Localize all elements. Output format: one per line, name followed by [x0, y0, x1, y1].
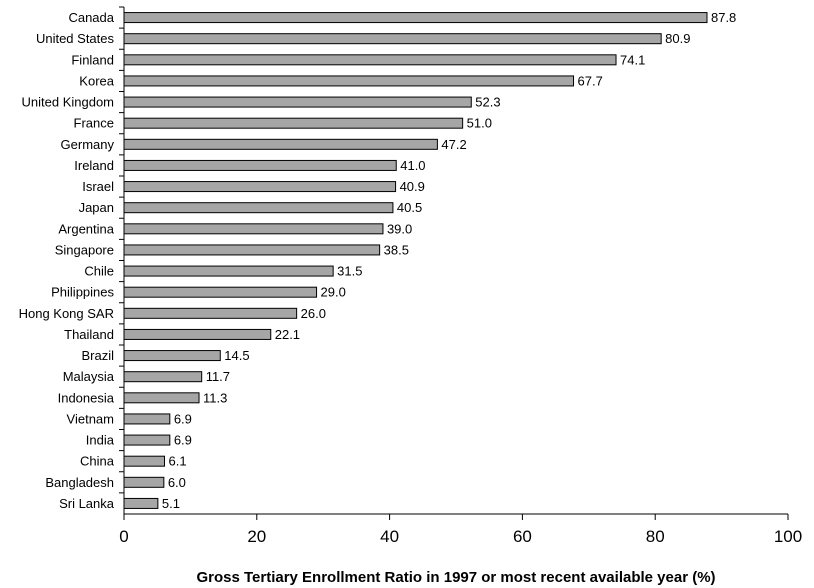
value-label-20: 6.9 — [174, 433, 192, 448]
value-label-9: 40.5 — [397, 200, 422, 215]
category-labels-group: Canada United States Finland Korea United Ki… — [19, 10, 115, 511]
category-label-0: Canada — [68, 10, 114, 25]
value-label-3: 67.7 — [578, 73, 603, 88]
value-label-12: 31.5 — [337, 264, 362, 279]
bar-10 — [123, 223, 384, 235]
bar-14 — [123, 307, 298, 319]
x-axis-title: Gross Tertiary Enrollment Ratio in 1997 … — [196, 569, 715, 586]
x-tick-label-5: 100 — [774, 527, 802, 546]
bar-3 — [123, 75, 575, 87]
value-label-5: 51.0 — [467, 116, 492, 131]
value-label-16: 14.5 — [224, 348, 249, 363]
value-label-13: 29.0 — [321, 285, 346, 300]
x-tick-label-3: 60 — [513, 527, 532, 546]
x-tick-label-4: 80 — [646, 527, 665, 546]
category-label-13: Philippines — [51, 285, 114, 300]
value-label-22: 6.0 — [168, 475, 186, 490]
bar-12 — [123, 265, 334, 277]
category-label-8: Israel — [82, 179, 114, 194]
category-label-7: Ireland — [74, 158, 114, 173]
category-label-2: Finland — [71, 52, 114, 67]
value-label-19: 6.9 — [174, 411, 192, 426]
bar-9 — [123, 202, 394, 214]
bar-19 — [123, 413, 171, 425]
category-label-14: Hong Kong SAR — [19, 306, 114, 321]
bar-16 — [123, 350, 221, 362]
bars-group — [123, 12, 708, 509]
category-label-12: Chile — [84, 264, 114, 279]
category-label-4: United Kingdom — [22, 95, 115, 110]
bar-4 — [123, 96, 472, 108]
bar-22 — [123, 476, 165, 488]
bar-6 — [123, 138, 438, 150]
bar-7 — [123, 159, 397, 171]
bar-13 — [123, 286, 318, 298]
value-label-14: 26.0 — [301, 306, 326, 321]
value-label-0: 87.8 — [711, 10, 736, 25]
value-label-1: 80.9 — [665, 31, 690, 46]
value-label-23: 5.1 — [162, 496, 180, 511]
category-label-3: Korea — [79, 73, 114, 88]
value-label-21: 6.1 — [169, 454, 187, 469]
bar-20 — [123, 434, 171, 446]
bar-21 — [123, 455, 166, 467]
bar-8 — [123, 181, 397, 193]
bar-23 — [123, 497, 159, 509]
bar-17 — [123, 371, 203, 383]
category-label-20: India — [86, 433, 115, 448]
x-tick-label-1: 20 — [247, 527, 266, 546]
value-label-11: 38.5 — [384, 242, 409, 257]
value-label-15: 22.1 — [275, 327, 300, 342]
bar-11 — [123, 244, 381, 256]
value-label-8: 40.9 — [400, 179, 425, 194]
value-label-18: 11.3 — [203, 390, 227, 405]
value-label-4: 52.3 — [475, 95, 500, 110]
value-label-6: 47.2 — [441, 137, 466, 152]
x-tick-label-2: 40 — [380, 527, 399, 546]
category-label-23: Sri Lanka — [59, 496, 115, 511]
category-label-22: Bangladesh — [45, 475, 114, 490]
value-label-10: 39.0 — [387, 221, 412, 236]
bar-0 — [123, 12, 708, 24]
bar-2 — [123, 54, 617, 66]
category-label-16: Brazil — [81, 348, 114, 363]
value-labels-group: 87.8 80.9 74.1 67.7 52.3 51.047.2 41.0 40.9 40.5… — [162, 10, 736, 511]
category-label-10: Argentina — [58, 221, 114, 236]
category-label-11: Singapore — [55, 242, 114, 257]
bar-15 — [123, 328, 272, 340]
bar-18 — [123, 392, 200, 404]
value-label-2: 74.1 — [620, 52, 645, 67]
category-label-5: France — [74, 116, 114, 131]
bar-5 — [123, 117, 464, 129]
value-label-7: 41.0 — [400, 158, 425, 173]
value-label-17: 11.7 — [206, 369, 230, 384]
category-label-18: Indonesia — [58, 390, 115, 405]
category-label-17: Malaysia — [63, 369, 115, 384]
category-label-1: United States — [36, 31, 115, 46]
category-label-6: Germany — [61, 137, 115, 152]
category-label-9: Japan — [79, 200, 114, 215]
x-tick-label-0: 0 — [119, 527, 128, 546]
category-label-19: Vietnam — [67, 411, 114, 426]
category-label-21: China — [80, 454, 115, 469]
bar-1 — [123, 33, 662, 45]
category-label-15: Thailand — [64, 327, 114, 342]
axes-group: 0 20 40 60 80 100 — [119, 6, 802, 546]
